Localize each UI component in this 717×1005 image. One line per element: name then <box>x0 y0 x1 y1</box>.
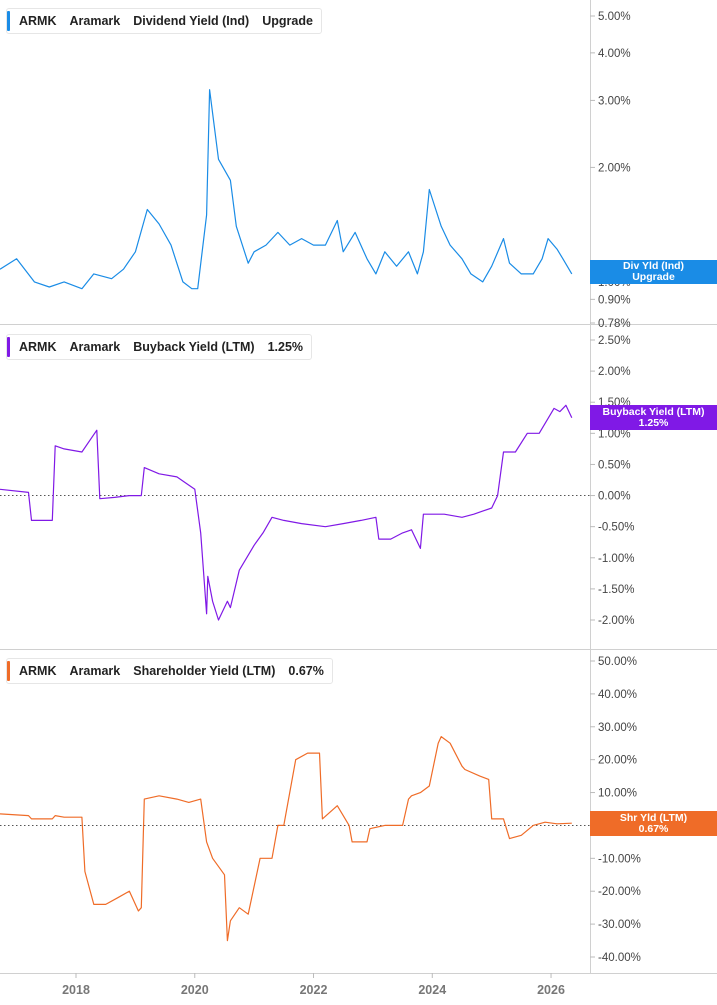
badge-label: Buyback Yield (LTM) <box>602 405 705 418</box>
series-line <box>0 404 573 621</box>
legend-company: Aramark <box>69 340 121 354</box>
legend-metric: Buyback Yield (LTM) <box>133 340 255 354</box>
y-tick-label: 3.00% <box>598 95 631 107</box>
legend-value: Upgrade <box>262 14 313 28</box>
y-tick-label: 2.00% <box>598 366 631 378</box>
legend-dividend-yield[interactable]: ARMK Aramark Dividend Yield (Ind) Upgrad… <box>6 8 322 34</box>
y-tick-label: -1.50% <box>598 584 634 596</box>
y-tick-label: 20.00% <box>598 755 637 767</box>
series-line <box>0 736 572 942</box>
legend-metric: Shareholder Yield (LTM) <box>133 664 276 678</box>
legend-company: Aramark <box>69 14 121 28</box>
y-tick-label: 0.78% <box>598 318 631 330</box>
y-tick-label: 0.90% <box>598 294 631 306</box>
y-tick-label: 2.00% <box>598 162 631 174</box>
legend-metric: Dividend Yield (Ind) <box>133 14 250 28</box>
value-badge-shareholder-yield: Shr Yld (LTM) 0.67% <box>590 811 717 836</box>
badge-value: 1.25% <box>638 416 669 429</box>
y-tick-label: 30.00% <box>598 722 637 734</box>
y-tick-label: 0.00% <box>598 491 631 503</box>
x-tick-label: 2022 <box>300 983 328 997</box>
y-tick-label: 4.00% <box>598 48 631 60</box>
legend-value: 0.67% <box>288 664 324 678</box>
badge-value: 0.67% <box>638 822 669 835</box>
legend-buyback-yield[interactable]: ARMK Aramark Buyback Yield (LTM) 1.25% <box>6 334 313 360</box>
legend-value: 1.25% <box>267 340 304 354</box>
y-tick-label: -0.50% <box>598 522 634 534</box>
legend-ticker: ARMK <box>19 340 57 354</box>
y-tick-label: 40.00% <box>598 689 637 701</box>
legend-company: Aramark <box>69 664 121 678</box>
y-tick-label: 0.50% <box>598 459 631 471</box>
x-tick-label: 2020 <box>181 983 209 997</box>
y-tick-label: 1.00% <box>598 428 631 440</box>
y-tick-label: -2.00% <box>598 615 634 627</box>
x-tick-label: 2018 <box>62 983 90 997</box>
legend-ticker: ARMK <box>19 14 57 28</box>
y-tick-label: -10.00% <box>598 853 641 865</box>
y-tick-label: -40.00% <box>598 952 641 964</box>
y-tick-label: 2.50% <box>598 335 631 347</box>
value-badge-dividend-yield: Div Yld (Ind) Upgrade <box>590 260 717 284</box>
legend-ticker: ARMK <box>19 664 57 678</box>
legend-color-swatch <box>7 337 10 357</box>
y-tick-label: 50.00% <box>598 656 637 668</box>
legend-color-swatch <box>7 661 10 681</box>
value-badge-buyback-yield: Buyback Yield (LTM) 1.25% <box>590 405 717 430</box>
legend-color-swatch <box>7 11 10 31</box>
y-tick-label: 10.00% <box>598 788 637 800</box>
series-line <box>0 89 573 290</box>
y-tick-label: -20.00% <box>598 886 641 898</box>
badge-label: Div Yld (Ind) <box>622 260 685 272</box>
badge-value: Upgrade <box>632 271 675 283</box>
x-tick-label: 2024 <box>418 983 446 997</box>
y-tick-label: -30.00% <box>598 919 641 931</box>
legend-shareholder-yield[interactable]: ARMK Aramark Shareholder Yield (LTM) 0.6… <box>6 658 333 684</box>
y-tick-label: -1.00% <box>598 553 634 565</box>
x-tick-label: 2026 <box>537 983 565 997</box>
y-tick-label: 5.00% <box>598 11 631 23</box>
badge-label: Shr Yld (LTM) <box>619 811 688 824</box>
